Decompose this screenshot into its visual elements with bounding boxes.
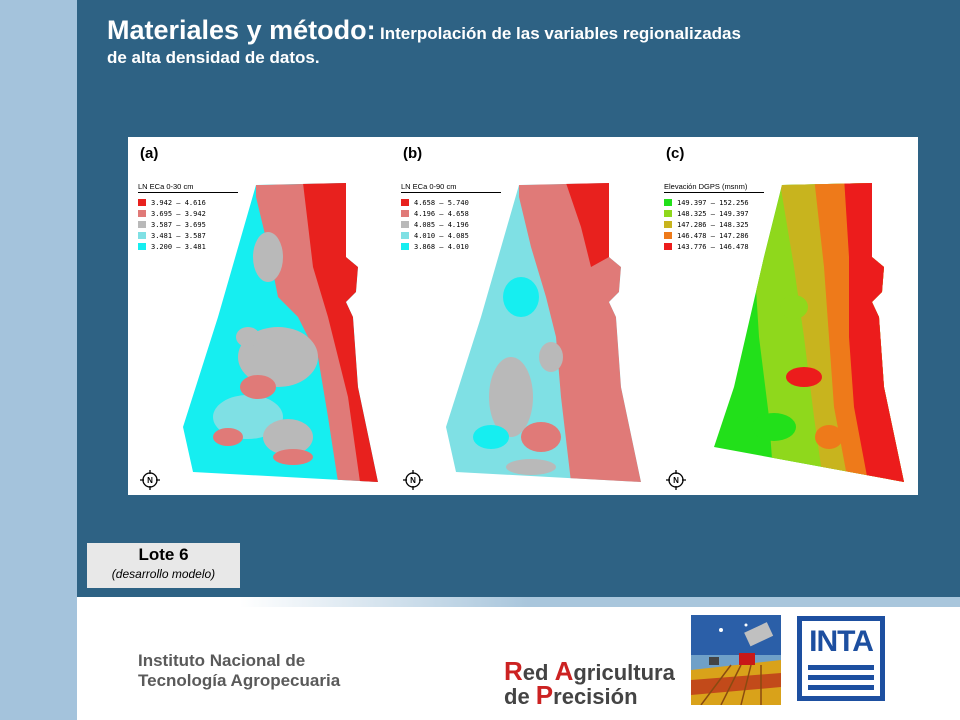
- map-b: [446, 183, 641, 482]
- inta-logo-bar: [808, 665, 874, 670]
- panel-c-label: (c): [666, 145, 685, 162]
- inta-logo-text: INTA: [809, 625, 874, 658]
- map-c: [714, 183, 904, 482]
- rap-text: gricultura: [573, 660, 675, 685]
- legend-item: 3.695 – 3.942: [138, 208, 206, 219]
- legend-swatch: [138, 210, 146, 217]
- legend-swatch: [138, 199, 146, 206]
- panel-a: (a) LN ECa 0-30 cm 3.942 – 4.616 3.695 –…: [128, 137, 388, 495]
- legend-item: 148.325 – 149.397: [664, 208, 749, 219]
- legend-label: 4.658 – 5.740: [414, 198, 469, 207]
- svg-text:N: N: [410, 476, 416, 485]
- panel-c: (c) Elevación DGPS (msnm) 149.397 – 152.…: [654, 137, 914, 495]
- inta-logo: INTA: [797, 616, 885, 701]
- legend-item: 3.481 – 3.587: [138, 230, 206, 241]
- title-main: Materiales y método:: [107, 15, 376, 45]
- institute-name: Instituto Nacional de Tecnología Agropec…: [138, 651, 340, 691]
- rap-text: recisión: [553, 684, 638, 709]
- inta-logo-bar: [808, 675, 874, 680]
- panel-a-label: (a): [140, 145, 159, 162]
- legend-label: 143.776 – 146.478: [677, 242, 749, 251]
- lote-subtitle: (desarrollo modelo): [111, 567, 216, 581]
- slide-title: Materiales y método: Interpolación de la…: [107, 14, 867, 69]
- legend-swatch: [664, 232, 672, 239]
- footer-stripe: [240, 597, 960, 607]
- svg-text:N: N: [147, 476, 153, 485]
- institute-line1: Instituto Nacional de: [138, 651, 306, 670]
- legend-item: 4.010 – 4.085: [401, 230, 469, 241]
- institute-line2: Tecnología Agropecuaria: [138, 671, 341, 690]
- legend-label: 146.478 – 147.286: [677, 231, 749, 240]
- legend-swatch: [401, 243, 409, 250]
- legend-label: 3.695 – 3.942: [151, 209, 206, 218]
- legend-item: 143.776 – 146.478: [664, 241, 749, 252]
- legend-item: 3.587 – 3.695: [138, 219, 206, 230]
- title-sub: Interpolación de las variables regionali…: [380, 24, 741, 43]
- legend-swatch: [138, 232, 146, 239]
- legend-label: 149.397 – 152.256: [677, 198, 749, 207]
- title-line2: de alta densidad de datos.: [107, 48, 320, 68]
- legend-label: 3.587 – 3.695: [151, 220, 206, 229]
- legend-label: 4.010 – 4.085: [414, 231, 469, 240]
- rap-cap-r: R: [504, 656, 523, 686]
- legend-swatch: [138, 243, 146, 250]
- north-arrow-icon: N: [666, 470, 686, 490]
- legend-swatch: [664, 210, 672, 217]
- legend-swatch: [664, 243, 672, 250]
- legend-swatch: [401, 221, 409, 228]
- legend-swatch: [401, 232, 409, 239]
- panel-b-legend-title: LN ECa 0-90 cm: [401, 182, 501, 193]
- legend-item: 3.868 – 4.010: [401, 241, 469, 252]
- svg-text:N: N: [673, 476, 679, 485]
- north-arrow-icon: N: [403, 470, 423, 490]
- figure-maps: (a) LN ECa 0-30 cm 3.942 – 4.616 3.695 –…: [128, 137, 918, 495]
- panel-b-legend: 4.658 – 5.740 4.196 – 4.658 4.085 – 4.19…: [401, 197, 469, 252]
- legend-swatch: [401, 199, 409, 206]
- legend-item: 149.397 – 152.256: [664, 197, 749, 208]
- legend-item: 4.658 – 5.740: [401, 197, 469, 208]
- panel-a-legend-title: LN ECa 0-30 cm: [138, 182, 238, 193]
- legend-label: 147.286 – 148.325: [677, 220, 749, 229]
- legend-item: 3.942 – 4.616: [138, 197, 206, 208]
- legend-label: 4.085 – 4.196: [414, 220, 469, 229]
- legend-label: 3.200 – 3.481: [151, 242, 206, 251]
- north-arrow-icon: N: [140, 470, 160, 490]
- rap-text: de: [504, 684, 536, 709]
- red-agricultura-logo: Red Agricultura de Precisión: [504, 658, 675, 710]
- panel-c-legend-title: Elevación DGPS (msnm): [664, 182, 764, 193]
- panel-b: (b) LN ECa 0-90 cm 4.658 – 5.740 4.196 –…: [391, 137, 651, 495]
- legend-label: 148.325 – 149.397: [677, 209, 749, 218]
- panel-b-label: (b): [403, 145, 423, 162]
- inta-logo-inner: INTA: [802, 621, 880, 696]
- legend-item: 4.085 – 4.196: [401, 219, 469, 230]
- rap-cap-a: A: [554, 656, 574, 686]
- legend-label: 3.942 – 4.616: [151, 198, 206, 207]
- legend-item: 4.196 – 4.658: [401, 208, 469, 219]
- legend-item: 147.286 – 148.325: [664, 219, 749, 230]
- lote-label-box: Lote 6 (desarrollo modelo): [87, 543, 240, 588]
- legend-label: 3.868 – 4.010: [414, 242, 469, 251]
- rap-cap-p: P: [535, 680, 554, 710]
- left-band: [0, 0, 77, 720]
- rap-text: ed: [522, 660, 555, 685]
- inta-logo-bar: [808, 685, 874, 690]
- panel-a-legend: 3.942 – 4.616 3.695 – 3.942 3.587 – 3.69…: [138, 197, 206, 252]
- legend-swatch: [664, 199, 672, 206]
- legend-swatch: [138, 221, 146, 228]
- precision-agriculture-photo: [691, 615, 781, 705]
- legend-label: 3.481 – 3.587: [151, 231, 206, 240]
- map-a: [183, 183, 378, 482]
- legend-label: 4.196 – 4.658: [414, 209, 469, 218]
- legend-item: 3.200 – 3.481: [138, 241, 206, 252]
- legend-swatch: [401, 210, 409, 217]
- legend-item: 146.478 – 147.286: [664, 230, 749, 241]
- panel-c-legend: 149.397 – 152.256 148.325 – 149.397 147.…: [664, 197, 749, 252]
- lote-title: Lote 6: [138, 545, 189, 564]
- legend-swatch: [664, 221, 672, 228]
